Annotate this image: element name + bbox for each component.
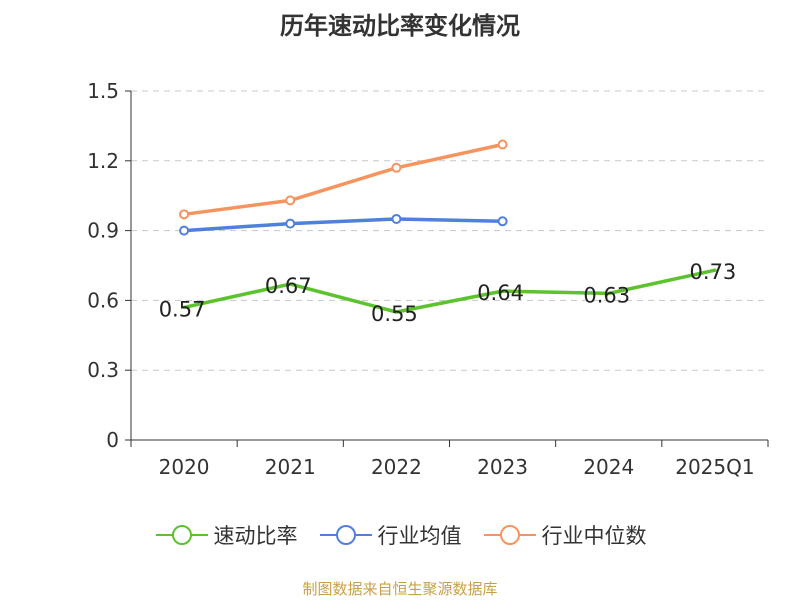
y-tick-label: 1.2 bbox=[87, 149, 119, 173]
data-point[interactable] bbox=[391, 213, 402, 224]
data-label: 0.67 bbox=[265, 274, 312, 298]
series-line-0 bbox=[182, 268, 717, 314]
x-tick-label: 2023 bbox=[477, 455, 528, 479]
x-tick-label: 2025Q1 bbox=[675, 455, 754, 479]
source-note: 制图数据来自恒生聚源数据库 bbox=[302, 580, 498, 598]
legend-item-industry-median[interactable]: 行业中位数 bbox=[482, 520, 647, 550]
x-tick-label: 2022 bbox=[371, 455, 422, 479]
x-tick-label: 2021 bbox=[265, 455, 316, 479]
chart-legend: 速动比率 行业均值 行业中位数 bbox=[0, 520, 800, 550]
legend-swatch-industry-mean bbox=[319, 525, 372, 545]
y-tick-label: 0 bbox=[106, 428, 119, 452]
y-tick-label: 0.9 bbox=[87, 219, 119, 243]
data-label: 0.73 bbox=[690, 260, 737, 284]
line-chart: 0 0.3 0.6 0.9 1.2 1.5 2020 2021 2022 2023 2024 2025… bbox=[87, 79, 769, 479]
data-point[interactable] bbox=[179, 225, 190, 236]
data-label: 0.64 bbox=[477, 281, 524, 305]
legend-item-industry-mean[interactable]: 行业均值 bbox=[318, 520, 462, 550]
data-point[interactable] bbox=[285, 218, 296, 229]
legend-label-industry-mean: 行业均值 bbox=[377, 524, 462, 548]
data-label: 0.63 bbox=[583, 283, 630, 307]
legend-label-industry-median: 行业中位数 bbox=[541, 524, 647, 548]
y-tick-label: 1.5 bbox=[87, 79, 119, 103]
data-point[interactable] bbox=[285, 195, 296, 206]
data-point[interactable] bbox=[497, 216, 508, 227]
legend-swatch-quick-ratio bbox=[155, 525, 208, 545]
x-tick-label: 2020 bbox=[159, 455, 210, 479]
data-label: 0.57 bbox=[159, 297, 206, 321]
legend-item-quick-ratio[interactable]: 速动比率 bbox=[154, 520, 298, 550]
chart-title: 历年速动比率变化情况 bbox=[280, 12, 520, 40]
data-point[interactable] bbox=[179, 209, 190, 220]
data-point[interactable] bbox=[391, 162, 402, 173]
y-tick-label: 0.6 bbox=[87, 288, 119, 312]
series-line-2 bbox=[182, 142, 505, 217]
data-label: 0.55 bbox=[371, 302, 418, 326]
legend-swatch-industry-median bbox=[483, 525, 536, 545]
y-tick-label: 0.3 bbox=[87, 358, 119, 382]
data-point[interactable] bbox=[497, 139, 508, 150]
series-line-1 bbox=[182, 217, 505, 233]
legend-label-quick-ratio: 速动比率 bbox=[213, 524, 298, 548]
x-tick-label: 2024 bbox=[583, 455, 634, 479]
